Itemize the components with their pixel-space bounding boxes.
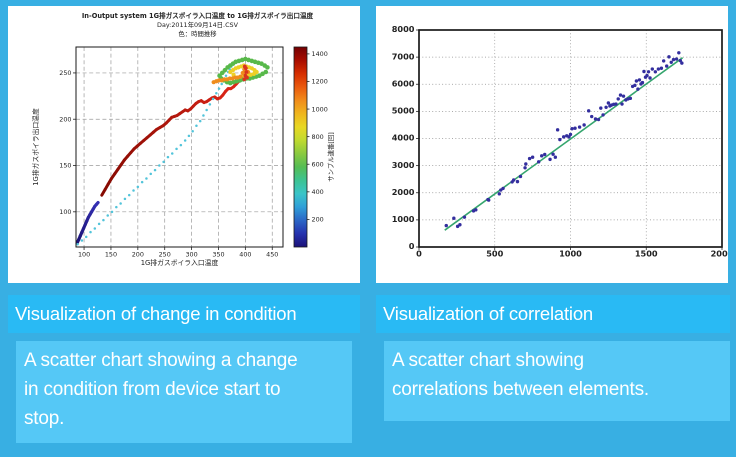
svg-text:Day:2011年09月14日.CSV: Day:2011年09月14日.CSV xyxy=(157,20,239,29)
svg-text:1000: 1000 xyxy=(312,105,328,113)
svg-text:5000: 5000 xyxy=(392,106,415,116)
svg-text:3000: 3000 xyxy=(392,160,415,170)
svg-text:450: 450 xyxy=(266,251,278,259)
series-steady-cluster-red xyxy=(242,64,249,82)
series-phase-start-early xyxy=(75,200,100,245)
svg-text:150: 150 xyxy=(105,251,117,259)
svg-text:200: 200 xyxy=(132,251,144,259)
svg-text:100: 100 xyxy=(59,208,71,216)
svg-text:400: 400 xyxy=(239,251,251,259)
svg-text:200: 200 xyxy=(59,115,71,123)
series xyxy=(444,51,684,231)
svg-text:0: 0 xyxy=(409,241,415,251)
svg-text:6000: 6000 xyxy=(392,78,415,88)
svg-text:色：時間推移: 色：時間推移 xyxy=(178,29,217,38)
svg-text:2000: 2000 xyxy=(711,249,728,259)
svg-text:350: 350 xyxy=(212,251,224,259)
svg-text:0: 0 xyxy=(416,249,422,259)
condition-scatter-chart: 100 150 200 250 300 350 400 450 100 150 200 250 In-O… xyxy=(31,11,335,267)
correlation-scatter-chart: 0 500 1000 1500 2000 0 1000 2000 3000 4000 5000 600… xyxy=(392,24,728,258)
svg-text:400: 400 xyxy=(312,188,324,196)
left-caption-title: Visualization of change in condition xyxy=(15,303,297,324)
svg-text:1400: 1400 xyxy=(312,50,328,58)
svg-text:1000: 1000 xyxy=(559,249,582,259)
correlation-chart-panel: 0 500 1000 1500 2000 0 1000 2000 3000 4000 5000 600… xyxy=(376,6,728,283)
svg-text:サンプル連番[回]: サンプル連番[回] xyxy=(326,132,335,182)
plot-frame xyxy=(418,29,723,248)
svg-text:500: 500 xyxy=(486,249,503,259)
left-caption-text: A scatter chart showing a change in cond… xyxy=(24,350,298,429)
svg-text:600: 600 xyxy=(312,160,324,168)
svg-text:7000: 7000 xyxy=(392,51,415,61)
plot-frame xyxy=(75,46,284,248)
svg-text:8000: 8000 xyxy=(392,24,415,34)
svg-text:100: 100 xyxy=(78,251,90,259)
svg-text:1500: 1500 xyxy=(635,249,658,259)
svg-text:1000: 1000 xyxy=(392,214,415,224)
svg-text:150: 150 xyxy=(59,162,71,170)
svg-text:2000: 2000 xyxy=(392,187,415,197)
svg-text:1G排ガスボイラ入口温度: 1G排ガスボイラ入口温度 xyxy=(141,258,219,267)
series-phase-transition xyxy=(76,65,233,246)
left-caption-heading: Visualization of change in condition xyxy=(8,295,360,333)
svg-text:1200: 1200 xyxy=(312,78,328,86)
right-caption-text: A scatter chart showing correlations bet… xyxy=(392,350,649,400)
series-correlation-points xyxy=(444,51,684,229)
condition-chart-panel: 100 150 200 250 300 350 400 450 100 150 200 250 In-O… xyxy=(8,6,360,283)
svg-text:300: 300 xyxy=(185,251,197,259)
svg-text:4000: 4000 xyxy=(392,133,415,143)
svg-text:1G排ガスボイラ出口温度: 1G排ガスボイラ出口温度 xyxy=(31,108,40,186)
svg-text:800: 800 xyxy=(312,133,324,141)
series-phase-start-late xyxy=(100,69,248,197)
svg-text:200: 200 xyxy=(312,216,324,224)
svg-text:250: 250 xyxy=(59,69,71,77)
svg-text:250: 250 xyxy=(159,251,171,259)
tick-labels: 0 500 1000 1500 2000 0 1000 2000 3000 4000 5000 600… xyxy=(392,24,728,258)
chart-text: In-Output system 1G排ガスボイラ入口温度 to 1G排ガスボイ… xyxy=(31,11,314,267)
svg-text:In-Output system 1G排ガスボイラ入口温度: In-Output system 1G排ガスボイラ入口温度 to 1G排ガスボイ… xyxy=(82,11,314,20)
right-caption-title: Visualization of correlation xyxy=(383,303,594,324)
colorbar: 200 400 600 800 1000 1200 1400 サンプル連番[回] xyxy=(293,46,335,248)
tick-labels: 100 150 200 250 300 350 400 450 100 150 200 250 xyxy=(59,69,278,258)
right-caption-body: A scatter chart showing correlations bet… xyxy=(384,341,730,421)
right-caption-heading: Visualization of correlation xyxy=(376,295,730,333)
series xyxy=(75,56,270,246)
left-caption-body: A scatter chart showing a change in cond… xyxy=(16,341,352,443)
series-regression-line xyxy=(444,57,684,231)
